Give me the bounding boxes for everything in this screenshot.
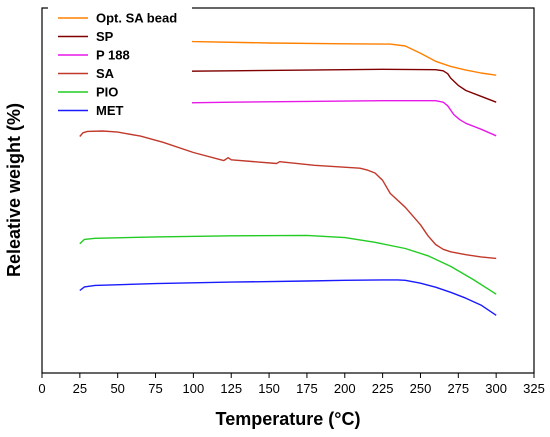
x-tick-label: 0 bbox=[38, 381, 45, 396]
x-tick-label: 250 bbox=[410, 381, 432, 396]
x-tick-label: 325 bbox=[523, 381, 545, 396]
legend: Opt. SA bead SP P 188 SA PIO MET bbox=[48, 6, 192, 121]
x-axis-title: Temperature (°C) bbox=[216, 409, 361, 429]
x-tick-label: 275 bbox=[447, 381, 469, 396]
legend-label: SP bbox=[96, 29, 114, 44]
x-tick-label: 225 bbox=[372, 381, 394, 396]
series-line-pio bbox=[79, 234, 497, 295]
x-tick-label: 150 bbox=[258, 381, 280, 396]
series-line-sa bbox=[79, 130, 497, 260]
x-tick-label: 75 bbox=[148, 381, 162, 396]
x-tick-label: 200 bbox=[334, 381, 356, 396]
x-tick-label: 125 bbox=[220, 381, 242, 396]
x-tick-label: 100 bbox=[183, 381, 205, 396]
series-line-met bbox=[79, 279, 497, 316]
legend-label: Opt. SA bead bbox=[96, 11, 177, 26]
x-axis-ticks: 0 25 50 75 100 125 150 175 200 225 250 275 300 325 bbox=[38, 373, 545, 396]
y-axis-title: Releative weight (%) bbox=[4, 103, 24, 277]
x-tick-label: 300 bbox=[485, 381, 507, 396]
legend-label: P 188 bbox=[96, 48, 130, 63]
x-tick-label: 175 bbox=[296, 381, 318, 396]
plot-frame bbox=[41, 7, 535, 374]
legend-label: SA bbox=[96, 66, 115, 81]
x-tick-label: 25 bbox=[73, 381, 87, 396]
legend-label: MET bbox=[96, 103, 124, 118]
x-tick-label: 50 bbox=[110, 381, 124, 396]
legend-box bbox=[48, 6, 192, 121]
legend-label: PIO bbox=[96, 85, 118, 100]
